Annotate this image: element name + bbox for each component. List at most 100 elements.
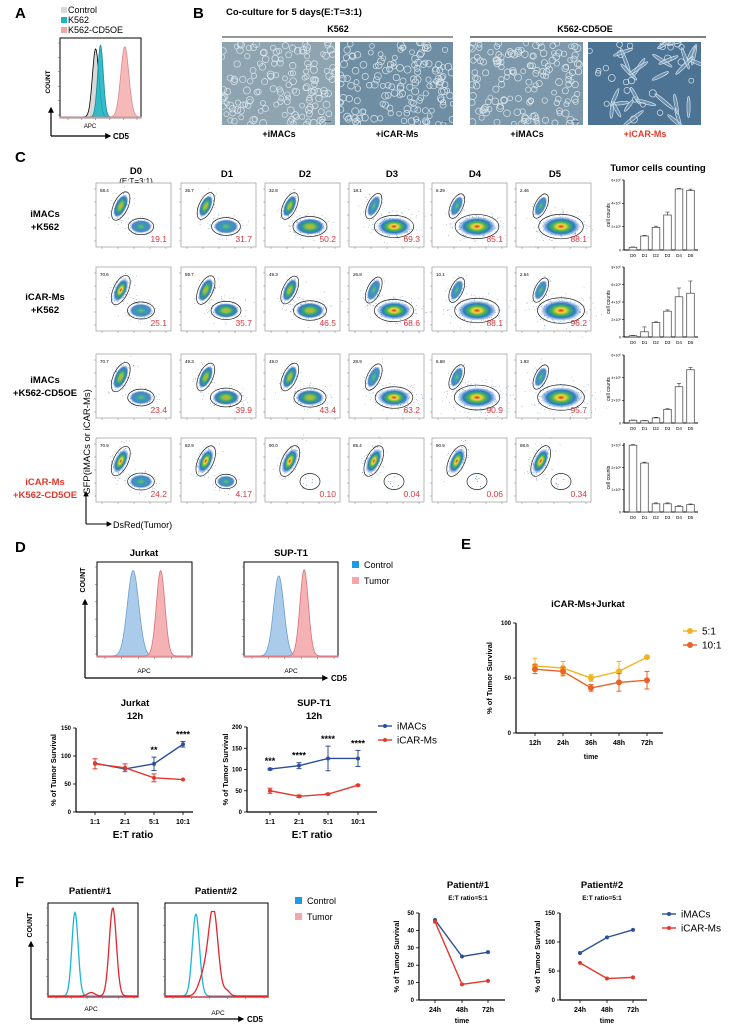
event-dot <box>480 299 482 301</box>
event-dot <box>475 214 477 216</box>
event-dot <box>566 298 568 300</box>
event-dot <box>293 392 295 394</box>
event-dot <box>296 392 298 394</box>
legend-label-control: Control <box>68 5 97 15</box>
event-dot <box>370 396 372 398</box>
event-dot <box>491 386 493 388</box>
cell <box>342 54 350 62</box>
cell <box>449 100 453 107</box>
event-dot <box>214 218 216 220</box>
event-dot <box>508 305 510 307</box>
cell <box>517 120 526 125</box>
event-dot <box>467 416 469 418</box>
event-dot <box>508 385 509 387</box>
event-dot <box>462 389 463 390</box>
cell <box>381 101 390 109</box>
event-dot <box>238 220 240 222</box>
event-dot <box>402 216 404 218</box>
event-dot <box>240 392 242 394</box>
cell <box>476 44 483 51</box>
cell <box>470 42 477 47</box>
cell <box>473 75 481 83</box>
flow-scatter-plot: 70.625.1 <box>94 266 172 333</box>
cell <box>478 114 485 121</box>
event-dot <box>485 382 487 384</box>
event-dot <box>392 300 394 302</box>
event-dot <box>213 200 214 202</box>
effector-percentage: 28.9 <box>353 359 362 364</box>
cell <box>287 70 294 77</box>
cell <box>424 119 431 125</box>
event-dot <box>474 386 476 387</box>
event-dot <box>294 231 296 233</box>
cell <box>447 68 453 77</box>
event-dot <box>202 399 204 401</box>
cell <box>602 64 610 72</box>
event-dot <box>148 299 150 301</box>
plot-frame <box>180 182 257 248</box>
event-dot <box>553 320 555 322</box>
event-dot <box>150 302 152 304</box>
event-dot <box>581 297 583 299</box>
event-dot <box>322 388 324 390</box>
cell <box>554 95 562 103</box>
event-dot <box>492 216 494 217</box>
tumor-percentage: 39.9 <box>235 405 252 415</box>
event-dot <box>235 402 237 404</box>
event-dot <box>203 395 204 397</box>
cell <box>259 49 267 57</box>
cell <box>276 86 283 93</box>
event-dot <box>552 413 554 415</box>
event-dot <box>584 221 585 222</box>
cell <box>417 94 425 102</box>
event-dot <box>420 229 422 231</box>
event-dot <box>327 220 329 222</box>
cell <box>556 110 563 117</box>
event-dot <box>574 301 576 303</box>
event-dot <box>200 219 202 221</box>
event-dot <box>599 391 601 393</box>
effector-percentage: 49.3 <box>269 272 278 277</box>
event-dot <box>460 300 461 302</box>
cell <box>542 116 549 124</box>
event-dot <box>537 321 539 323</box>
cell <box>495 42 503 47</box>
event-dot <box>243 395 245 397</box>
macrophage <box>613 48 634 57</box>
event-dot <box>294 387 296 389</box>
cell <box>551 119 559 125</box>
event-dot <box>319 232 320 234</box>
cell <box>305 64 312 70</box>
event-dot <box>375 395 377 397</box>
event-dot <box>485 379 487 381</box>
tumor-percentage: 19.1 <box>150 234 167 244</box>
event-dot <box>536 393 538 395</box>
cell <box>521 114 530 123</box>
event-dot <box>447 393 449 395</box>
cell <box>361 113 369 122</box>
event-dot <box>209 224 211 226</box>
event-dot <box>588 226 590 228</box>
group-label-k562-cd5oe: K562-CD5OE <box>557 24 613 34</box>
event-dot <box>422 235 423 237</box>
event-dot <box>296 303 298 304</box>
cell <box>340 74 347 83</box>
cell <box>543 73 549 80</box>
cell <box>367 49 374 56</box>
macrophage <box>620 63 638 81</box>
event-dot <box>296 390 298 391</box>
event-dot <box>410 307 412 309</box>
event-dot <box>563 212 565 214</box>
event-dot <box>216 402 218 404</box>
event-dot <box>114 217 116 219</box>
event-dot <box>401 212 403 214</box>
event-dot <box>471 299 473 301</box>
event-dot <box>408 209 410 211</box>
event-dot <box>396 213 398 215</box>
event-dot <box>508 402 510 404</box>
event-dot <box>476 237 478 238</box>
event-dot <box>461 386 463 387</box>
event-dot <box>592 302 594 304</box>
cell <box>422 59 429 66</box>
